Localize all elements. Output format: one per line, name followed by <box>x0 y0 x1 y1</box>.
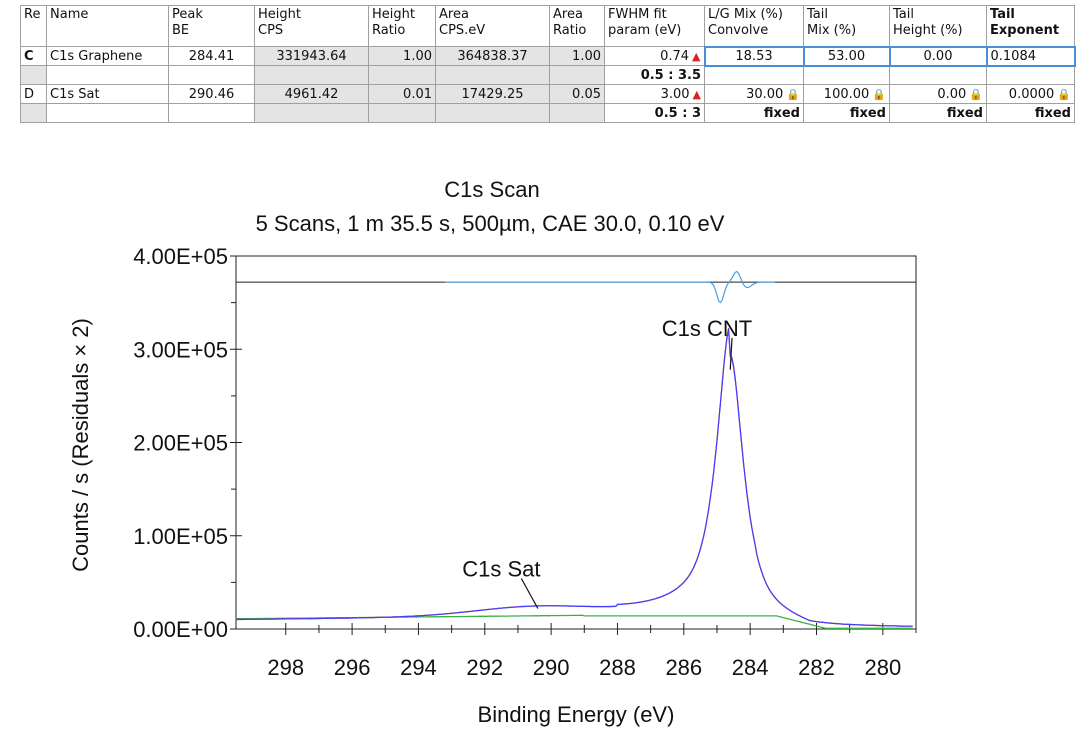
tail-height-constraint-cell[interactable]: fixed <box>889 103 987 123</box>
tail-exponent-cell[interactable]: 0.0000 🔒 <box>986 84 1075 104</box>
data-line <box>236 327 913 627</box>
column-header-line: Peak <box>172 7 203 22</box>
column-header-line: Height <box>372 7 415 22</box>
column-header-line: Re <box>24 7 41 22</box>
table-subrow[interactable]: 0.5 : 3 fixed fixed fixed fixed <box>20 103 1075 123</box>
plot-frame <box>235 255 917 630</box>
residual-line <box>445 270 775 304</box>
tail-mix-constraint-cell[interactable]: fixed <box>803 103 890 123</box>
x-tick-label: 288 <box>599 655 636 680</box>
row-id <box>20 65 47 85</box>
column-header-line: Height (%) <box>893 23 963 38</box>
y-tick-label: 0.00E+00 <box>133 617 228 642</box>
tail-exp-constraint-cell[interactable]: fixed <box>986 103 1075 123</box>
lg-mix-cell[interactable]: 30.00 🔒 <box>704 84 804 104</box>
column-header-line: Ratio <box>553 23 587 38</box>
column-header-line: Mix (%) <box>807 23 857 38</box>
lg-mix-constraint-cell[interactable]: fixed <box>704 103 804 123</box>
y-tick-label: 3.00E+05 <box>133 337 228 362</box>
constraint-peak-icon[interactable]: ▲ <box>692 49 701 63</box>
table-row[interactable]: C C1s Graphene 284.41 331943.64 1.00 364838.3… <box>20 45 1076 67</box>
column-header-line: FWHM fit <box>608 7 667 22</box>
x-tick-label: 284 <box>732 655 769 680</box>
x-tick-label: 280 <box>864 655 901 680</box>
tail-mix-cell[interactable]: 53.00 <box>802 45 891 67</box>
column-header-line: Exponent <box>990 23 1060 38</box>
column-header-line: Convolve <box>708 23 769 38</box>
x-tick-label: 296 <box>334 655 371 680</box>
lock-icon[interactable]: 🔒 <box>1057 87 1071 101</box>
column-header[interactable]: Re <box>20 5 47 47</box>
ratio-sub-cell <box>368 65 436 85</box>
column-header[interactable]: Height Ratio <box>368 5 436 47</box>
column-header[interactable]: Area Ratio <box>549 5 605 47</box>
area-sub-cell <box>435 103 550 123</box>
table-row[interactable]: D C1s Sat 290.46 4961.42 0.01 17429.25 0.05 3.0… <box>20 84 1075 104</box>
column-header-line: BE <box>172 23 190 38</box>
background-line <box>236 614 913 629</box>
constraint-peak-icon[interactable]: ▲ <box>692 87 701 101</box>
tail-height-cell[interactable]: 0.00 <box>888 45 988 67</box>
area-ratio-sub-cell <box>549 103 605 123</box>
column-header-line: L/G Mix (%) <box>708 7 783 22</box>
column-header[interactable]: Tail Mix (%) <box>803 5 890 47</box>
x-tick-label: 286 <box>665 655 702 680</box>
lock-icon[interactable]: 🔒 <box>872 87 886 101</box>
lock-icon[interactable]: 🔒 <box>969 87 983 101</box>
height-cps-cell: 4961.42 <box>254 84 369 104</box>
fwhm-constraint-cell[interactable]: 0.5 : 3.5 <box>604 65 705 85</box>
column-header[interactable]: Tail Exponent <box>986 5 1075 47</box>
height-cps-cell: 331943.64 <box>254 46 369 66</box>
x-tick-label: 294 <box>400 655 437 680</box>
fit-envelope-line <box>236 329 913 627</box>
tail-exponent-cell[interactable]: 0.1084 <box>985 45 1076 67</box>
y-tick-label: 4.00E+05 <box>133 244 228 269</box>
column-header[interactable]: Height CPS <box>254 5 369 47</box>
column-header-line: Name <box>50 7 89 22</box>
column-header[interactable]: FWHM fit param (eV) <box>604 5 705 47</box>
area-ratio-cell: 0.05 <box>549 84 605 104</box>
y-tick-label: 1.00E+05 <box>133 524 228 549</box>
area-sub-cell <box>435 65 550 85</box>
peak-annotation: C1s CNT <box>662 316 752 341</box>
x-tick-label: 292 <box>466 655 503 680</box>
column-header-line: Ratio <box>372 23 406 38</box>
row-id <box>20 103 47 123</box>
annotation-leader <box>729 337 733 370</box>
annotation-leader <box>520 578 539 609</box>
peak-be-cell[interactable]: 290.46 <box>168 84 255 104</box>
column-header-line: param (eV) <box>608 23 682 38</box>
area-ratio-cell: 1.00 <box>549 46 605 66</box>
x-tick-label: 282 <box>798 655 835 680</box>
chart-subtitle: 5 Scans, 1 m 35.5 s, 500µm, CAE 30.0, 0.… <box>256 211 725 236</box>
peak-name-cell[interactable]: C1s Sat <box>46 84 169 104</box>
column-header-line: CPS.eV <box>439 23 486 38</box>
column-header-line: Tail <box>807 7 828 22</box>
column-header-line: Height <box>258 7 301 22</box>
peak-name-cell[interactable]: C1s Graphene <box>46 46 169 66</box>
y-tick-label: 2.00E+05 <box>133 431 228 456</box>
column-header-line: Tail <box>990 7 1015 22</box>
height-sub-cell <box>254 103 369 123</box>
chart-title: C1s Scan <box>444 177 539 202</box>
x-tick-label: 290 <box>533 655 570 680</box>
column-header-line: Tail <box>893 7 914 22</box>
column-header[interactable]: Area CPS.eV <box>435 5 550 47</box>
peak-table: Re Name Peak BE Height CPS Height Ratio Area CPS.… <box>20 5 1076 123</box>
column-header[interactable]: L/G Mix (%) Convolve <box>704 5 804 47</box>
column-header-line: Area <box>553 7 583 22</box>
y-axis-label: Counts / s (Residuals × 2) <box>68 318 93 572</box>
column-header-line: CPS <box>258 23 284 38</box>
peak-be-cell[interactable]: 284.41 <box>168 46 255 66</box>
column-header-line: Area <box>439 7 469 22</box>
peak-annotation: C1s Sat <box>462 557 540 582</box>
lock-icon[interactable]: 🔒 <box>786 87 800 101</box>
lg-mix-cell[interactable]: 18.53 <box>703 45 805 67</box>
x-axis-label: Binding Energy (eV) <box>478 702 675 727</box>
column-header[interactable]: Tail Height (%) <box>889 5 987 47</box>
x-tick-label: 298 <box>267 655 304 680</box>
